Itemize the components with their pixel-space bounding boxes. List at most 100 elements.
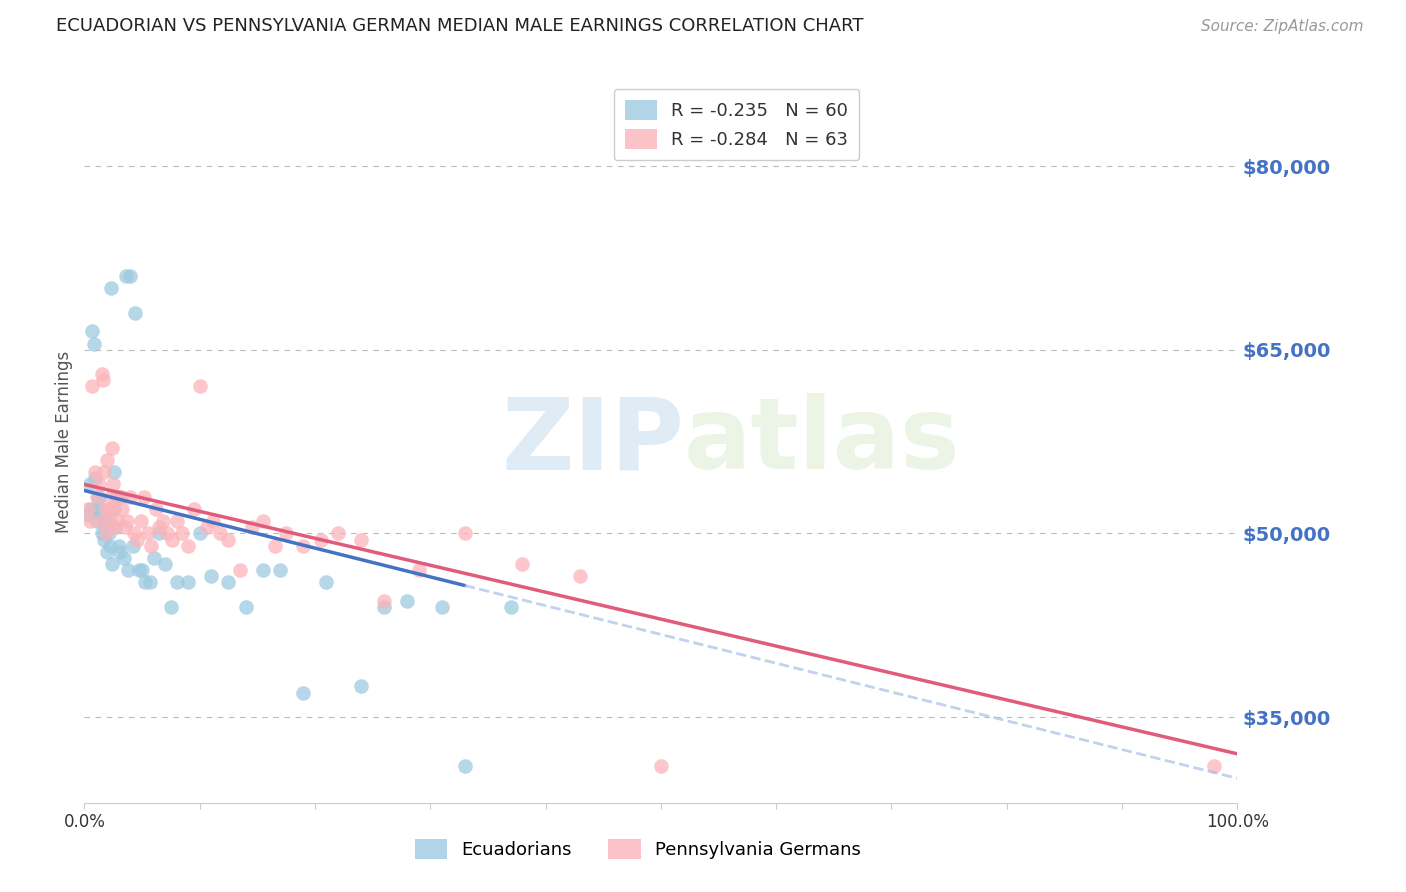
Point [82, 324, 104, 338]
Point [90, 508, 112, 522]
Point [115, 514, 138, 528]
Point [166, 575, 188, 590]
Point [292, 539, 315, 553]
Point [177, 539, 200, 553]
Text: ECUADORIAN VS PENNSYLVANIA GERMAN MEDIAN MALE EARNINGS CORRELATION CHART: ECUADORIAN VS PENNSYLVANIA GERMAN MEDIAN… [56, 17, 863, 35]
Point [120, 490, 142, 504]
Point [89, 477, 111, 491]
Point [209, 526, 232, 541]
Point [131, 563, 153, 577]
Point [108, 545, 131, 559]
Point [122, 526, 145, 541]
Point [83, 471, 105, 485]
Point [97, 502, 120, 516]
Point [76, 508, 98, 522]
Point [350, 533, 373, 547]
Point [100, 490, 122, 504]
Point [98, 539, 121, 553]
Point [96, 514, 118, 528]
Point [96, 526, 118, 541]
Point [315, 575, 337, 590]
Text: atlas: atlas [683, 393, 960, 490]
Point [80, 502, 103, 516]
Point [82, 379, 104, 393]
Point [76, 502, 98, 516]
Point [101, 557, 124, 571]
Point [276, 526, 298, 541]
Y-axis label: Median Male Earnings: Median Male Earnings [55, 351, 73, 533]
Point [454, 759, 477, 773]
Point [326, 526, 349, 541]
Point [269, 563, 291, 577]
Point [89, 502, 111, 516]
Point [235, 599, 257, 614]
Point [128, 563, 150, 577]
Point [110, 490, 132, 504]
Point [103, 465, 125, 479]
Point [93, 465, 115, 479]
Point [430, 599, 453, 614]
Point [86, 514, 108, 528]
Point [188, 379, 211, 393]
Text: Source: ZipAtlas.com: Source: ZipAtlas.com [1201, 20, 1364, 34]
Point [373, 593, 395, 607]
Point [183, 502, 205, 516]
Point [89, 490, 111, 504]
Point [195, 520, 218, 534]
Point [166, 514, 188, 528]
Point [94, 502, 117, 516]
Point [350, 680, 373, 694]
Point [252, 514, 274, 528]
Point [103, 477, 124, 491]
Point [177, 575, 200, 590]
Point [156, 526, 179, 541]
Point [153, 557, 176, 571]
Point [373, 599, 395, 614]
Point [252, 563, 274, 577]
Point [87, 490, 110, 504]
Legend: Ecuadorians, Pennsylvania Germans: Ecuadorians, Pennsylvania Germans [408, 831, 868, 866]
Point [408, 563, 430, 577]
Point [188, 526, 211, 541]
Point [650, 759, 672, 773]
Point [90, 367, 112, 381]
Point [1204, 759, 1226, 773]
Point [263, 539, 285, 553]
Point [86, 490, 108, 504]
Point [103, 502, 124, 516]
Point [103, 502, 125, 516]
Point [105, 490, 128, 504]
Point [309, 533, 332, 547]
Point [108, 490, 131, 504]
Point [105, 490, 128, 504]
Point [292, 685, 315, 699]
Point [202, 514, 225, 528]
Point [142, 550, 165, 565]
Point [104, 520, 127, 534]
Point [97, 526, 120, 541]
Point [100, 281, 122, 295]
Point [134, 490, 156, 504]
Point [129, 514, 152, 528]
Point [396, 593, 419, 607]
Point [120, 269, 142, 284]
Point [218, 533, 240, 547]
Point [141, 539, 163, 553]
Point [229, 563, 252, 577]
Point [569, 569, 592, 583]
Point [134, 575, 156, 590]
Point [127, 533, 149, 547]
Point [148, 526, 170, 541]
Point [101, 441, 124, 455]
Point [117, 563, 139, 577]
Point [240, 520, 263, 534]
Point [499, 599, 522, 614]
Point [98, 502, 121, 516]
Point [98, 514, 121, 528]
Point [104, 520, 127, 534]
Point [139, 575, 162, 590]
Point [172, 526, 194, 541]
Point [83, 336, 105, 351]
Point [90, 526, 112, 541]
Point [93, 533, 115, 547]
